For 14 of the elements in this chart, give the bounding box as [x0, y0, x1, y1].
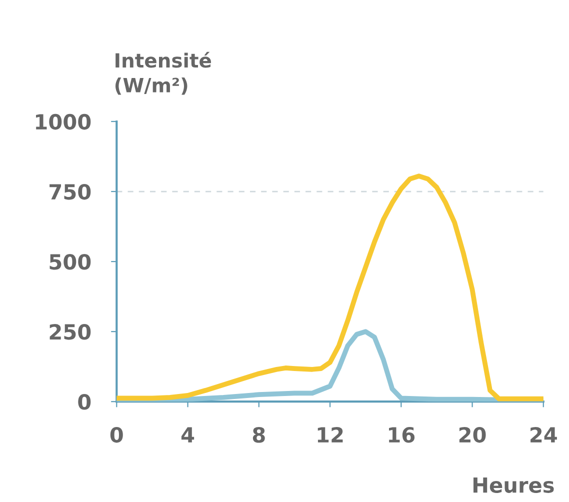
y-tick-label: 500	[50, 254, 91, 270]
y-tick-label: 1000	[36, 114, 91, 130]
x-tick-label: 4	[181, 427, 194, 442]
y-axis-title: Intensité (W/m²)	[115, 52, 211, 95]
x-tick-label: 20	[459, 426, 486, 443]
y-tick-label: 750	[50, 184, 91, 200]
x-tick-label: 0	[110, 426, 123, 443]
x-tick-label: 8	[252, 426, 265, 443]
y-tick-label: 0	[78, 394, 91, 410]
x-tick-label: 12	[318, 426, 343, 442]
x-tick-label: 24	[530, 426, 557, 442]
x-axis-title: Heures	[473, 477, 554, 493]
x-tick-label: 16	[389, 426, 415, 443]
y-tick-label: 250	[50, 324, 91, 340]
